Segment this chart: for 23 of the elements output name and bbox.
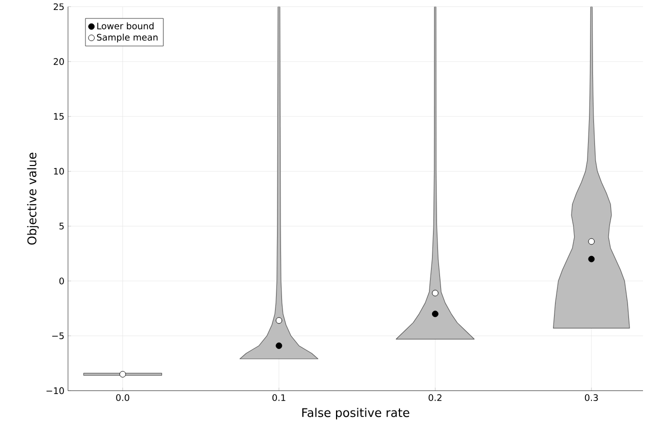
y-tick-label: 10	[54, 168, 64, 175]
point	[276, 317, 282, 324]
point	[588, 256, 595, 262]
y-tick-label: 20	[54, 58, 64, 66]
x-tick-label: 0.3	[584, 394, 598, 402]
y-axis-title: Objective value	[27, 152, 39, 245]
point	[276, 342, 282, 350]
y-tick-label: 5	[59, 222, 64, 230]
x-tick-label: 0.1	[272, 394, 286, 402]
point	[119, 371, 126, 378]
y-tick-label: 15	[54, 113, 64, 120]
y-tick-label: −10	[46, 387, 64, 394]
x-axis-title: False positive rate	[302, 408, 410, 420]
y-tick-label: 25	[54, 3, 64, 10]
point	[432, 290, 438, 296]
legend-label: Lower bound	[97, 22, 154, 30]
legend-label: Sample mean	[97, 34, 158, 43]
point	[588, 238, 595, 245]
x-tick-label: 0.0	[116, 394, 130, 402]
point	[432, 310, 438, 318]
y-tick-label: 0	[59, 278, 64, 285]
y-tick-label: −5	[52, 332, 64, 340]
x-tick-label: 0.2	[428, 394, 442, 402]
